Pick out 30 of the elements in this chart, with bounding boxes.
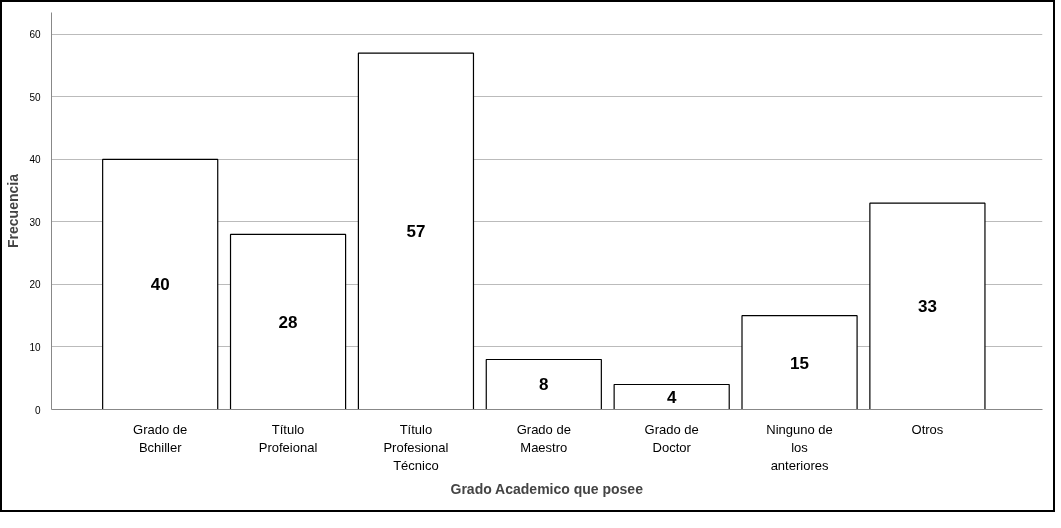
data-label: 33 — [917, 297, 937, 317]
y-tick-label: 50 — [29, 91, 41, 103]
bar — [869, 202, 986, 410]
bar — [357, 52, 475, 410]
y-tick-label: 0 — [34, 404, 41, 416]
data-label: 8 — [539, 375, 549, 395]
x-tick-label: Título Profeional — [258, 421, 318, 455]
x-tick-label: Ninguno de los anteriores — [766, 421, 833, 473]
bar — [229, 233, 347, 410]
x-tick-label: Título Profesional Técnico — [383, 421, 449, 473]
y-tick-label: 30 — [29, 216, 41, 228]
bar — [741, 315, 858, 410]
bar — [485, 358, 602, 410]
x-tick-label: Otros — [911, 421, 944, 437]
data-label: 57 — [406, 222, 426, 242]
x-tick-label: Grado de Bchiller — [133, 421, 188, 455]
data-label: 28 — [278, 312, 298, 332]
bar — [613, 383, 730, 410]
y-axis-title: Frecuencia — [5, 173, 22, 248]
data-label: 40 — [150, 275, 170, 295]
y-tick-label: 60 — [29, 29, 41, 41]
data-label: 15 — [790, 353, 810, 373]
x-axis-title: Grado Academico que posee — [450, 480, 644, 497]
y-tick-label: 20 — [29, 279, 41, 291]
bar — [102, 158, 219, 410]
x-tick-label: Grado de Maestro — [516, 421, 571, 455]
y-tick-label: 40 — [29, 154, 41, 166]
y-tick-label: 10 — [29, 341, 41, 353]
data-label: 4 — [666, 388, 677, 407]
x-tick-label: Grado de Doctor — [644, 421, 699, 455]
